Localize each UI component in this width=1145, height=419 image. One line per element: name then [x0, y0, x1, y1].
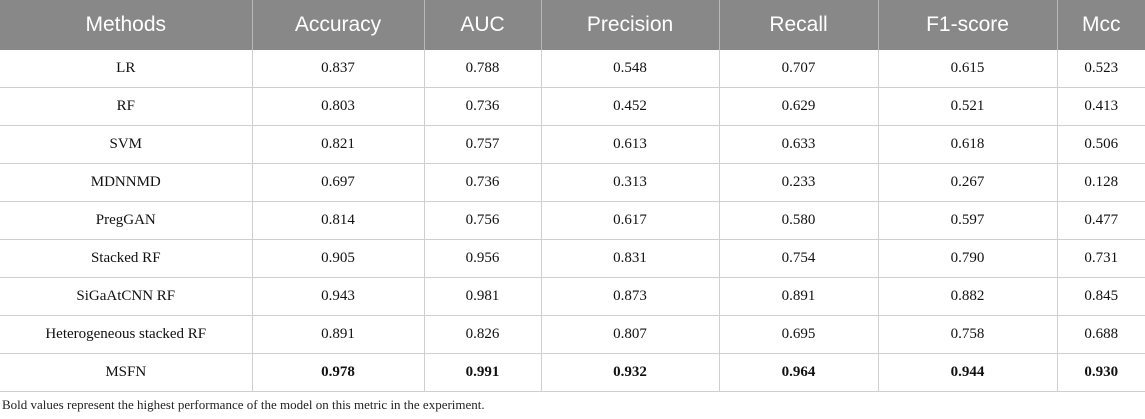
precision-cell: 0.873 — [540, 277, 719, 316]
method-cell: PregGAN — [0, 201, 252, 240]
method-cell: Stacked RF — [0, 239, 252, 278]
recall-cell: 0.629 — [718, 87, 878, 126]
table-row: PregGAN 0.814 0.756 0.617 0.580 0.597 0.477 — [0, 201, 1145, 240]
mcc-cell: 0.477 — [1056, 201, 1145, 240]
precision-cell: 0.613 — [540, 125, 719, 164]
f1-score-cell: 0.267 — [877, 163, 1057, 202]
recall-cell: 0.891 — [718, 277, 878, 316]
precision-cell: 0.452 — [540, 87, 719, 126]
header-row: Methods Accuracy AUC Precision Recall F1… — [0, 0, 1145, 50]
method-cell: SVM — [0, 125, 252, 164]
auc-cell: 0.756 — [423, 201, 541, 240]
header-precision: Precision — [540, 0, 719, 50]
accuracy-cell: 0.697 — [251, 163, 424, 202]
mcc-cell: 0.688 — [1056, 315, 1145, 354]
recall-cell: 0.707 — [718, 50, 878, 88]
auc-cell: 0.956 — [423, 239, 541, 278]
f1-score-cell: 0.882 — [877, 277, 1057, 316]
mcc-cell: 0.523 — [1056, 50, 1145, 88]
precision-cell: 0.548 — [540, 50, 719, 88]
mcc-cell: 0.930 — [1056, 353, 1145, 392]
header-auc: AUC — [423, 0, 541, 50]
accuracy-cell: 0.891 — [251, 315, 424, 354]
method-cell: RF — [0, 87, 252, 126]
table-row: Stacked RF 0.905 0.956 0.831 0.754 0.790 0.731 — [0, 239, 1145, 278]
recall-cell: 0.580 — [718, 201, 878, 240]
table-row: MDNNMD 0.697 0.736 0.313 0.233 0.267 0.128 — [0, 163, 1145, 202]
accuracy-cell: 0.905 — [251, 239, 424, 278]
auc-cell: 0.788 — [423, 50, 541, 88]
f1-score-cell: 0.944 — [877, 353, 1057, 392]
recall-cell: 0.964 — [718, 353, 878, 392]
method-cell: MSFN — [0, 353, 252, 392]
results-table: Methods Accuracy AUC Precision Recall F1… — [0, 0, 1145, 392]
auc-cell: 0.757 — [423, 125, 541, 164]
header-recall: Recall — [718, 0, 878, 50]
table-row: Heterogeneous stacked RF 0.891 0.826 0.807 0… — [0, 315, 1145, 354]
header-f1-score: F1-score — [877, 0, 1057, 50]
mcc-cell: 0.731 — [1056, 239, 1145, 278]
method-cell: LR — [0, 50, 252, 88]
recall-cell: 0.754 — [718, 239, 878, 278]
table-row: SiGaAtCNN RF 0.943 0.981 0.873 0.891 0.882 0.8… — [0, 277, 1145, 316]
f1-score-cell: 0.521 — [877, 87, 1057, 126]
table-footnote: Bold values represent the highest perfor… — [2, 397, 485, 412]
mcc-cell: 0.506 — [1056, 125, 1145, 164]
table-row: SVM 0.821 0.757 0.613 0.633 0.618 0.506 — [0, 125, 1145, 164]
recall-cell: 0.633 — [718, 125, 878, 164]
accuracy-cell: 0.803 — [251, 87, 424, 126]
recall-cell: 0.233 — [718, 163, 878, 202]
header-mcc: Mcc — [1056, 0, 1145, 50]
auc-cell: 0.981 — [423, 277, 541, 316]
method-cell: Heterogeneous stacked RF — [0, 315, 252, 354]
precision-cell: 0.807 — [540, 315, 719, 354]
f1-score-cell: 0.597 — [877, 201, 1057, 240]
precision-cell: 0.831 — [540, 239, 719, 278]
accuracy-cell: 0.837 — [251, 50, 424, 88]
f1-score-cell: 0.615 — [877, 50, 1057, 88]
recall-cell: 0.695 — [718, 315, 878, 354]
precision-cell: 0.313 — [540, 163, 719, 202]
table-row: RF 0.803 0.736 0.452 0.629 0.521 0.413 — [0, 87, 1145, 126]
table-row: LR 0.837 0.788 0.548 0.707 0.615 0.523 — [0, 50, 1145, 88]
auc-cell: 0.736 — [423, 163, 541, 202]
f1-score-cell: 0.790 — [877, 239, 1057, 278]
auc-cell: 0.826 — [423, 315, 541, 354]
auc-cell: 0.736 — [423, 87, 541, 126]
mcc-cell: 0.128 — [1056, 163, 1145, 202]
mcc-cell: 0.413 — [1056, 87, 1145, 126]
accuracy-cell: 0.978 — [251, 353, 424, 392]
method-cell: SiGaAtCNN RF — [0, 277, 252, 316]
method-cell: MDNNMD — [0, 163, 252, 202]
table-row: MSFN 0.978 0.991 0.932 0.964 0.944 0.930 — [0, 353, 1145, 392]
accuracy-cell: 0.943 — [251, 277, 424, 316]
accuracy-cell: 0.821 — [251, 125, 424, 164]
precision-cell: 0.932 — [540, 353, 719, 392]
header-accuracy: Accuracy — [251, 0, 424, 50]
f1-score-cell: 0.618 — [877, 125, 1057, 164]
accuracy-cell: 0.814 — [251, 201, 424, 240]
mcc-cell: 0.845 — [1056, 277, 1145, 316]
precision-cell: 0.617 — [540, 201, 719, 240]
header-methods: Methods — [0, 0, 252, 50]
auc-cell: 0.991 — [423, 353, 541, 392]
f1-score-cell: 0.758 — [877, 315, 1057, 354]
